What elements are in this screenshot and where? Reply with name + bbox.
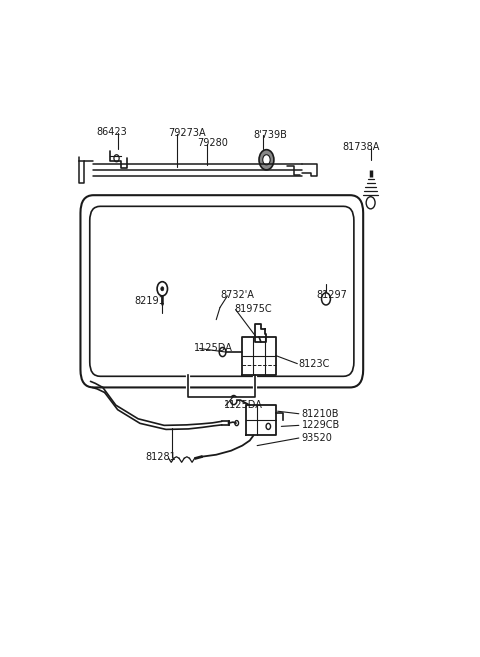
Text: 8'739B: 8'739B [253, 131, 288, 141]
Text: 1229CB: 1229CB [302, 420, 340, 430]
Circle shape [219, 348, 226, 357]
Text: 79273A: 79273A [168, 129, 205, 139]
Text: 93520: 93520 [302, 433, 333, 443]
Circle shape [259, 150, 274, 170]
Text: 8732'A: 8732'A [220, 290, 254, 300]
Text: 81975C: 81975C [235, 304, 273, 314]
Text: 81281: 81281 [145, 452, 176, 462]
Text: 8123C: 8123C [298, 359, 329, 369]
Text: 86423: 86423 [96, 127, 128, 137]
Circle shape [366, 196, 375, 209]
Circle shape [157, 282, 168, 296]
Text: 1125DA: 1125DA [224, 400, 263, 410]
Circle shape [161, 286, 164, 291]
Circle shape [235, 420, 239, 426]
Text: 82191: 82191 [134, 296, 165, 306]
Text: 1125DA: 1125DA [194, 343, 233, 353]
Circle shape [263, 155, 270, 165]
Text: 81210B: 81210B [302, 409, 339, 419]
Text: 81297: 81297 [317, 290, 348, 300]
Text: 79280: 79280 [198, 138, 228, 148]
Circle shape [230, 396, 237, 405]
Circle shape [266, 423, 271, 430]
Text: 81738A: 81738A [343, 142, 380, 152]
